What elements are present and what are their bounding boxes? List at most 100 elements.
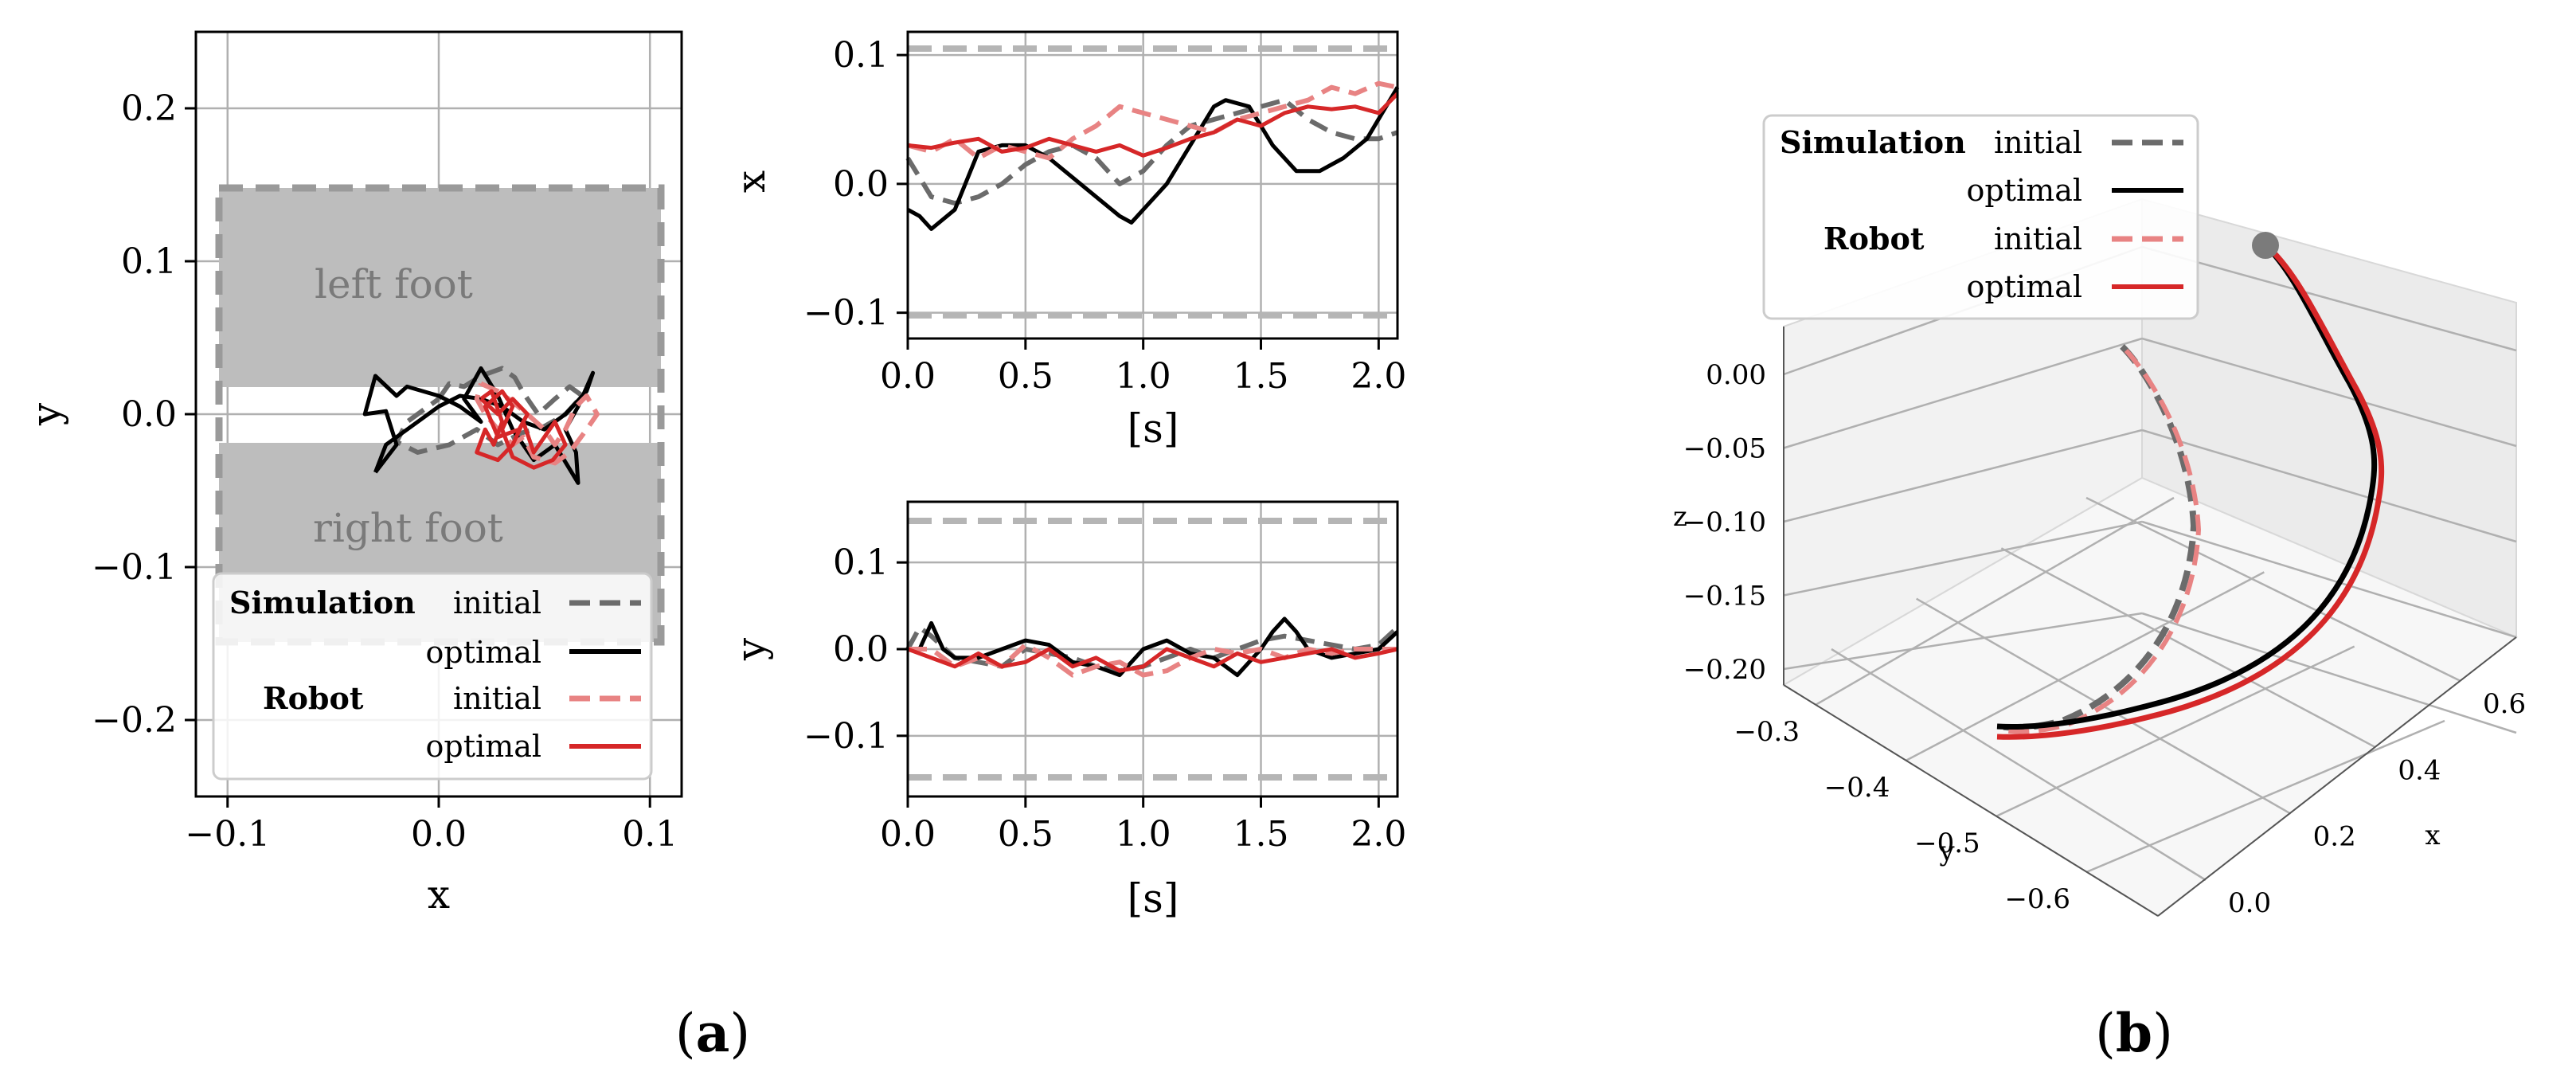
traj3d-zlabel: z <box>1673 501 1687 533</box>
xy-legend: Simulation initial optimal Robot initial… <box>212 572 653 781</box>
xt-series-sim-optimal <box>906 86 1400 231</box>
z-tick-label: −0.15 <box>1683 581 1766 612</box>
xt-xtick-label: 0.0 <box>880 356 936 397</box>
y-gridline-floor <box>1905 571 2265 762</box>
traj3d-legend: Simulation initial optimal Robot initial… <box>1762 114 2199 320</box>
x-gridline-floor <box>2000 547 2376 749</box>
yt-series-sim-optimal <box>908 616 1399 678</box>
xy-legend-rob-initial: initial <box>453 681 541 716</box>
xt-ticks: 0.0 0.5 1.0 1.5 2.0 −0.1 0.0 0.1 <box>803 35 1406 397</box>
traj3d-gridlines <box>1783 245 2517 882</box>
yt-xtick-label: 0.5 <box>998 814 1053 855</box>
xy-legend-box <box>212 572 653 781</box>
z-gridline-right <box>2141 429 2517 543</box>
z-gridline-right <box>2141 612 2517 734</box>
xy-ytick-label: 0.2 <box>121 88 177 129</box>
traj3d-legend-rob-optimal: optimal <box>1967 269 2082 304</box>
x-tick-label: 0.6 <box>2483 688 2526 720</box>
xy-ticks: −0.1 0.0 0.1 −0.2 −0.1 0.0 0.1 0.2 <box>92 88 678 855</box>
yt-bounds <box>908 517 1397 781</box>
xy-series <box>362 366 600 485</box>
xt-series <box>905 80 1400 231</box>
x-tick-label: 0.4 <box>2398 754 2441 786</box>
xt-series-rob-initial <box>907 80 1398 161</box>
z-gridline-left <box>1783 429 2143 523</box>
sim-optimal-trajectory <box>1996 243 2378 730</box>
y-tick-label: −0.3 <box>1734 716 1800 748</box>
yt-ticks: 0.0 0.5 1.0 1.5 2.0 −0.1 0.0 0.1 <box>803 542 1406 855</box>
left-foot-region <box>219 188 661 387</box>
yt-xtick-label: 2.0 <box>1351 814 1406 855</box>
xt-ytick-label: 0.1 <box>833 35 889 76</box>
yt-xtick-label: 1.5 <box>1233 814 1289 855</box>
xt-axes-frame <box>906 30 1399 340</box>
xy-ylabel: y <box>23 402 69 426</box>
xy-legend-robot: Robot <box>263 680 364 716</box>
xy-xtick-label: 0.0 <box>411 814 467 855</box>
xy-ytick-label: 0.0 <box>121 394 177 435</box>
xy-xlabel: x <box>428 871 450 918</box>
xt-panel: 0.0 0.5 1.0 1.5 2.0 −0.1 0.0 0.1 [s] x <box>728 30 1406 452</box>
yt-ytick-label: 0.0 <box>833 629 889 670</box>
yt-ylabel: y <box>728 637 774 661</box>
traj3d-legend-rob-initial: initial <box>1994 221 2082 256</box>
xt-gridlines <box>906 32 1397 339</box>
x-gridline-floor <box>1831 648 2207 882</box>
xt-xlabel: [s] <box>1128 405 1179 452</box>
xt-ytick-label: −0.1 <box>803 293 889 334</box>
start-marker <box>2252 232 2279 259</box>
y-gridline-floor <box>2085 719 2445 874</box>
z-gridline-left <box>1783 612 2143 671</box>
y-tick-label: −0.4 <box>1824 772 1890 804</box>
xt-ylabel: x <box>728 170 774 193</box>
xy-xtick-label: 0.1 <box>622 814 678 855</box>
xy-legend-sim-optimal: optimal <box>426 635 541 670</box>
traj3d-legend-robot: Robot <box>1824 221 1925 256</box>
z-gridline-right <box>2141 337 2517 448</box>
xt-series-sim-initial <box>905 97 1398 206</box>
z-gridline-right <box>2141 245 2517 352</box>
caption-a: (a) <box>675 1002 750 1064</box>
z-tick-label: −0.10 <box>1683 507 1766 538</box>
z-tick-label: −0.20 <box>1683 654 1766 686</box>
z-tick-label: −0.05 <box>1683 433 1766 465</box>
traj3d-legend-sim-optimal: optimal <box>1967 173 2082 208</box>
xt-xtick-label: 2.0 <box>1351 356 1406 397</box>
yt-xtick-label: 0.0 <box>880 814 936 855</box>
z-tick-label: 0.00 <box>1706 359 1766 391</box>
yt-series <box>905 616 1400 678</box>
rob-optimal-trajectory <box>1996 246 2385 740</box>
xy-ytick-label: −0.2 <box>92 700 177 741</box>
xt-series-rob-optimal <box>907 92 1399 158</box>
caption-b: (b) <box>2095 1002 2173 1064</box>
traj3d-legend-simulation: Simulation <box>1780 124 1966 160</box>
traj3d-ylabel: y <box>1938 836 1955 867</box>
xy-panel: left foot right foot Simulation initial … <box>23 30 683 918</box>
xy-ytick-label: −0.1 <box>92 547 177 588</box>
traj3d-legend-sim-initial: initial <box>1994 125 2082 160</box>
xt-xtick-label: 1.5 <box>1233 356 1289 397</box>
yt-series-rob-optimal <box>907 647 1398 673</box>
xt-ytick-label: 0.0 <box>833 164 889 205</box>
traj3d-panel: 0.00 −0.05 −0.10 −0.15 −0.20 −0.3 −0.4 −0.5 −0.6… <box>1673 114 2526 919</box>
z-gridline-right <box>2141 520 2517 639</box>
xt-bounds <box>908 45 1397 319</box>
yt-xlabel: [s] <box>1128 875 1179 922</box>
left-foot-label: left foot <box>315 261 473 307</box>
rob-initial-trajectory <box>2003 348 2202 734</box>
x-tick-label: 0.0 <box>2228 887 2271 919</box>
yt-ytick-label: 0.1 <box>833 542 889 583</box>
y-tick-label: −0.6 <box>2004 883 2070 915</box>
traj3d-xlabel: x <box>2425 820 2440 851</box>
xy-xtick-label: −0.1 <box>185 814 270 855</box>
caption-a-letter: a <box>696 1002 730 1064</box>
xy-legend-simulation: Simulation <box>229 585 416 620</box>
y-axis-line <box>1783 684 2159 917</box>
xy-legend-rob-optimal: optimal <box>426 729 541 764</box>
y-gridline-floor <box>1815 496 2175 706</box>
yt-panel: 0.0 0.5 1.0 1.5 2.0 −0.1 0.0 0.1 [s] y <box>728 500 1406 922</box>
traj3d-ticks: 0.00 −0.05 −0.10 −0.15 −0.20 −0.3 −0.4 −0.5 −0.6… <box>1683 359 2526 919</box>
right-foot-label: right foot <box>313 505 503 551</box>
yt-xtick-label: 1.0 <box>1116 814 1171 855</box>
